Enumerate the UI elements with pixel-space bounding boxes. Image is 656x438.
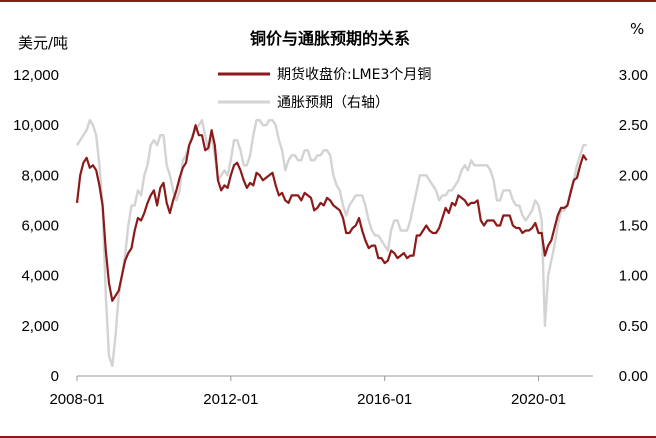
right-axis-unit: % bbox=[630, 20, 644, 38]
y-left-tick-label: 12,000 bbox=[13, 67, 59, 84]
y-right-tick-label: 2.50 bbox=[619, 117, 648, 134]
legend: 期货收盘价:LME3个月铜 通胀预期（右轴） bbox=[218, 66, 431, 111]
y-right-tick-label: 2.00 bbox=[619, 167, 648, 184]
series-layer bbox=[75, 119, 588, 368]
bottom-rule bbox=[0, 436, 656, 438]
left-axis-unit: 美元/吨 bbox=[18, 34, 68, 52]
y-left-tick-label: 0 bbox=[51, 368, 59, 385]
axis-ticks: 0 2,000 4,000 6,000 8,000 10,000 12,000 0.00 0.5… bbox=[13, 67, 648, 408]
legend-label-copper: 期货收盘价:LME3个月铜 bbox=[277, 66, 431, 83]
x-tick-label: 2016-01 bbox=[357, 391, 412, 408]
y-left-tick-label: 6,000 bbox=[21, 218, 59, 235]
y-left-tick-label: 4,000 bbox=[21, 268, 59, 285]
series-line-copper-price bbox=[75, 124, 588, 302]
x-tick-label: 2020-01 bbox=[511, 391, 566, 408]
y-left-tick-label: 2,000 bbox=[21, 318, 59, 335]
series-line-inflation-expectation bbox=[75, 119, 587, 368]
y-left-tick-label: 8,000 bbox=[21, 167, 59, 184]
y-right-tick-label: 3.00 bbox=[619, 67, 648, 84]
y-right-tick-label: 0.50 bbox=[619, 318, 648, 335]
y-left-tick-label: 10,000 bbox=[13, 117, 59, 134]
legend-label-inflation: 通胀预期（右轴） bbox=[277, 95, 389, 111]
chart-title: 铜价与通胀预期的关系 bbox=[250, 29, 410, 48]
x-tick-label: 2008-01 bbox=[49, 391, 104, 408]
y-right-tick-label: 1.50 bbox=[619, 218, 648, 235]
y-right-tick-label: 1.00 bbox=[619, 268, 648, 285]
y-right-tick-label: 0.00 bbox=[619, 368, 648, 385]
top-rule bbox=[0, 0, 656, 2]
x-tick-label: 2012-01 bbox=[203, 391, 258, 408]
